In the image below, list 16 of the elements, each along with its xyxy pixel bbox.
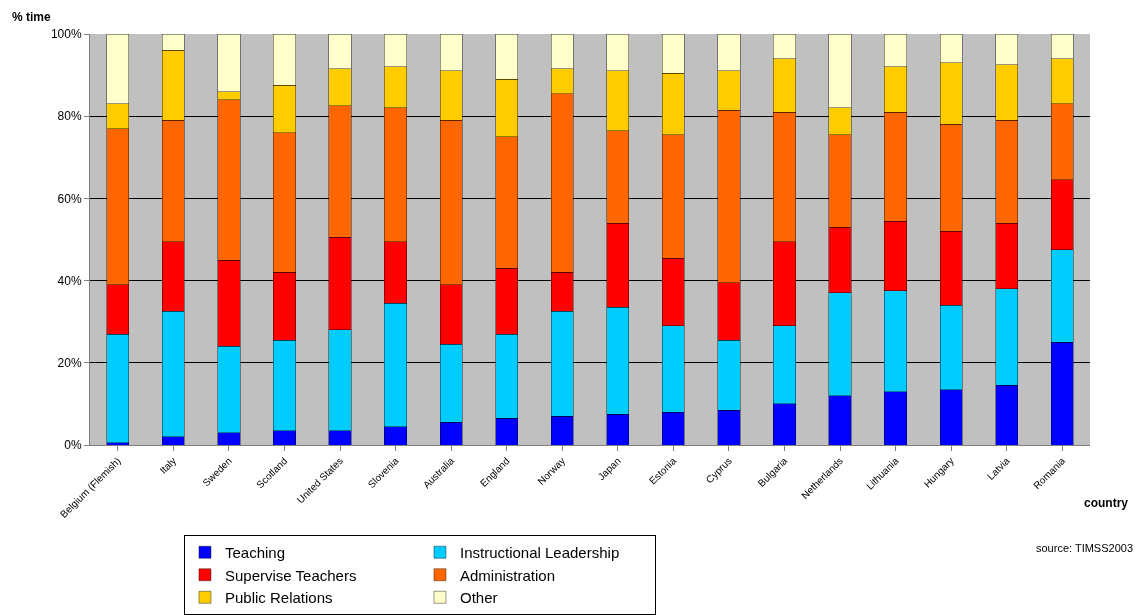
y-tick-label: 40% (57, 273, 82, 288)
y-tick-label: 0% (64, 438, 82, 453)
source-note: source: TIMSS2003 (1036, 542, 1134, 554)
legend-label: Supervise Teachers (224, 566, 357, 584)
y-tick-label: 80% (57, 109, 82, 124)
legend-label: Public Relations (224, 589, 333, 607)
legend-label: Teaching (224, 544, 286, 562)
x-axis-title: country (1084, 496, 1129, 510)
y-tick-label: 60% (57, 191, 82, 206)
legend-label: Other (459, 589, 498, 607)
y-tick-label: 100% (50, 27, 82, 42)
x-tick-label: Italy (157, 455, 179, 476)
y-axis-title: % time (12, 10, 51, 24)
legend-label: Instructional Leadership (459, 544, 620, 562)
legend-label: Administration (459, 566, 556, 584)
y-tick-label: 20% (57, 356, 82, 370)
